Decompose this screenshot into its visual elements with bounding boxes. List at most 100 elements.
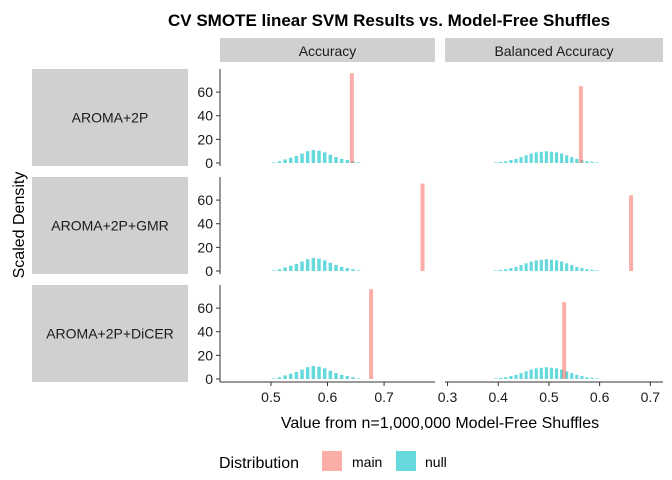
facet-strip-bg [445,38,663,62]
facet-strip-col-1: Balanced Accuracy [445,38,663,62]
null-bar [499,377,503,379]
facet-strip-label: Accuracy [299,43,357,59]
null-bar [334,265,338,271]
null-bar [494,270,498,271]
main-bar [562,302,567,379]
x-tick-label: 0.4 [488,389,508,405]
x-tick-label: 0.7 [641,389,661,405]
x-tick-label: 0.5 [261,389,281,405]
null-bar [328,262,333,271]
y-tick-label: 20 [197,131,213,147]
null-bar [519,265,523,271]
panel-r2-c1 [494,302,599,379]
main-bar [420,183,425,271]
legend-label-null: null [425,454,447,470]
null-bar [351,377,355,379]
null-bar [524,263,528,271]
null-bar [345,376,350,379]
facet-strip-label: AROMA+2P [72,110,149,126]
facet-strip-label: Balanced Accuracy [494,43,613,59]
null-bar [294,155,299,163]
null-bar [595,378,599,379]
y-tick-label: 60 [197,192,213,208]
null-bar [334,157,338,163]
null-bar [283,267,287,271]
x-tick-label: 0.3 [438,389,458,405]
null-bar [570,157,574,163]
null-bar [549,151,554,163]
null-bar [300,261,304,271]
null-bar [322,260,327,271]
null-bar [554,368,559,379]
x-tick-label: 0.5 [539,389,559,405]
null-bar [575,158,579,163]
null-bar [311,258,316,271]
null-bar [504,269,508,271]
null-bar [585,161,589,163]
x-axis-label: Value from n=1,000,000 Model-Free Shuffl… [281,415,599,432]
null-bar [595,162,599,163]
null-bar [339,266,344,271]
null-bar [356,270,361,271]
null-bar [351,269,355,271]
null-bar [529,153,533,163]
null-bar [499,269,503,271]
main-bar [578,86,583,163]
facet-strip-bg [32,285,188,382]
facet-strip-row-2: AROMA+2P+DiCER [32,285,188,382]
null-bar [560,369,564,379]
null-bar [519,373,523,379]
null-bar [519,157,523,163]
null-bar [544,259,548,271]
null-bar [277,161,282,163]
legend-label-main: main [352,454,382,470]
y-tick-label: 0 [205,263,213,279]
null-bar [283,375,287,379]
null-bar [317,150,321,163]
null-bar [317,366,321,379]
facet-strip-label: AROMA+2P+GMR [51,218,168,234]
panel-r1-c1 [494,195,634,271]
facet-strip-bg [220,38,435,62]
panel-r1-c0 [271,183,425,271]
null-bar [509,160,513,163]
x-tick-label: 0.6 [590,389,610,405]
null-bar [288,157,293,163]
null-bar [305,259,310,271]
legend-key-null [396,451,416,471]
null-bar [529,369,533,379]
panel-r2-c0 [271,289,374,379]
null-bar [283,159,287,163]
null-bar [322,368,327,379]
null-bar [590,377,594,379]
null-bar [544,151,548,163]
null-bar [585,269,589,271]
facet-strip-row-1: AROMA+2P+GMR [32,177,188,274]
null-bar [549,259,554,271]
facet-strip-bg [32,177,188,274]
null-bar [565,263,569,271]
main-bar [369,289,374,379]
null-bar [339,374,344,379]
null-bar [539,367,543,379]
null-bar [534,368,538,379]
null-bar [311,150,316,163]
null-bar [356,378,361,379]
panel-r0-c0 [271,73,361,163]
null-bar [524,155,528,163]
legend: Distribution main null [219,451,447,472]
null-bar [580,268,584,271]
null-bar [544,367,548,379]
null-bar [300,153,304,163]
y-axis-label: Scaled Density [11,172,28,279]
null-bar [570,265,574,271]
null-bar [590,269,594,271]
null-bar [277,269,282,271]
y-tick-label: 20 [197,347,213,363]
null-bar [504,161,508,163]
null-bar [565,155,569,163]
null-bar [305,367,310,379]
y-tick-label: 60 [197,300,213,316]
legend-key-main [322,451,342,471]
